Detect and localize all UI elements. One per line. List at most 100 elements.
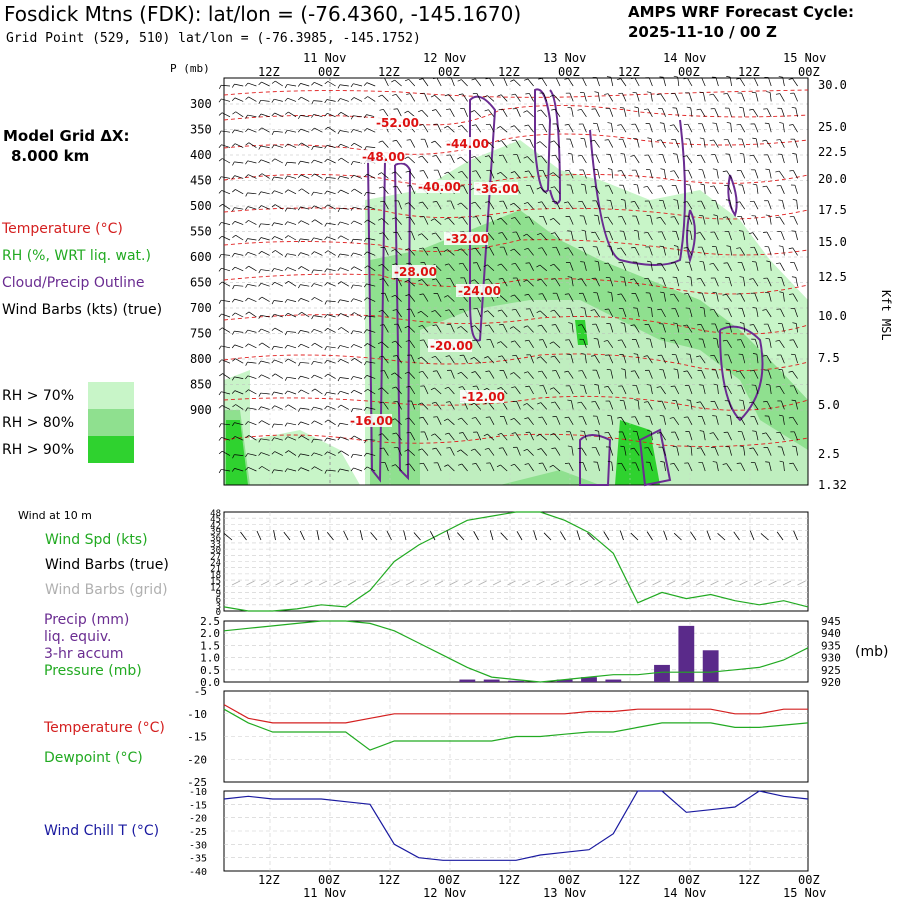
wind-barb (556, 123, 561, 133)
wind-barb-flag (418, 325, 423, 328)
wind-barb-flag (497, 94, 502, 97)
wind-barb (326, 346, 336, 349)
wind-barb-flag (577, 447, 582, 450)
wind-barb (793, 385, 798, 395)
wind-barb (609, 108, 614, 117)
wind-tick-label: 18 (210, 571, 221, 581)
wind-barb (541, 201, 548, 210)
wind-barb-flag (431, 140, 436, 144)
wind-barb-flag (311, 388, 316, 392)
wind-barb (486, 95, 495, 102)
height-tick-label: 15.0 (818, 235, 847, 249)
wind-barb-flag (567, 106, 572, 109)
wind-barb (462, 432, 468, 441)
wind-barb (261, 452, 270, 456)
precip-tick-label: 2.0 (200, 627, 220, 640)
rh-legend-swatch (88, 436, 134, 463)
wind-barb (274, 405, 283, 410)
wind-barb-flag (350, 252, 354, 257)
wind-barb (474, 325, 482, 333)
top-date-label: 12 Nov (423, 51, 466, 65)
wind-barb (596, 416, 600, 425)
wind-barb-flag (590, 185, 595, 188)
wind-barb-flag (775, 385, 780, 388)
wind-barb (597, 462, 600, 472)
wind-barb (448, 94, 455, 102)
wind-barb (540, 448, 548, 456)
wind-barb (714, 154, 719, 164)
wind-barb (366, 283, 376, 287)
wind-barb (768, 462, 772, 472)
wind-barb (753, 155, 759, 164)
wind-barb (313, 452, 323, 456)
wind-barb (339, 175, 349, 179)
wind-barb (740, 293, 746, 302)
wind-barb (382, 186, 389, 195)
wind-barb (235, 189, 244, 195)
wind-barb (339, 422, 349, 426)
wind-barb-flag (656, 432, 662, 434)
wind-barb-flag (377, 172, 382, 175)
wind-barb (474, 402, 482, 410)
wind-barb (326, 190, 336, 195)
bottom-date-label: 11 Nov (303, 886, 346, 900)
wind-barb (516, 277, 521, 287)
temp-label-bg (392, 265, 436, 278)
wind-barb (650, 215, 653, 225)
wind-barb (300, 330, 310, 333)
wind-barb (340, 404, 349, 410)
wind-barb (314, 173, 323, 179)
wind-tick-label: 39 (210, 528, 221, 538)
wind-barb (313, 237, 323, 241)
wind-barb-flag (324, 373, 329, 377)
pressure-tick-label: 925 (821, 664, 841, 677)
temperature-contour-label: -16.00 (350, 414, 393, 428)
wind-barb (221, 299, 231, 302)
wind-barb-flag (404, 325, 409, 329)
wind-barb-flag (298, 284, 301, 289)
wind-barb-flag (594, 91, 599, 93)
wind-barb (687, 247, 693, 256)
wind-barb-flag (258, 360, 262, 365)
cycle-line-1: AMPS WRF Forecast Cycle: (628, 3, 854, 21)
wind-barb-flag (538, 123, 543, 126)
wind-barb-flag (271, 144, 275, 149)
wind-barb-flag (776, 431, 781, 434)
wind-barb (462, 308, 468, 318)
wind-barb (447, 464, 455, 472)
wind-barb (274, 236, 283, 241)
wind-barb (540, 233, 548, 241)
top-hour-label: 12Z (378, 65, 400, 79)
wind-barb (314, 342, 323, 349)
wind-barb (394, 79, 402, 87)
wind-barb-flag (497, 217, 502, 221)
wind-barb-flag (722, 463, 727, 465)
wind-barb-flag (258, 392, 261, 397)
wind-barb-flag (564, 78, 569, 80)
wind-barb-flag (564, 201, 569, 204)
wind-barb (623, 354, 627, 364)
grid-wind-barb (507, 580, 516, 586)
wind-barb-flag (511, 386, 516, 389)
wind-barb (634, 370, 640, 379)
wind-barb-flag (231, 422, 235, 427)
wind-barb-flag (791, 107, 796, 109)
wind-barb-flag (337, 345, 341, 349)
surface-wind-barb (706, 530, 711, 541)
wind-barb (450, 324, 455, 333)
wind-barb-flag (271, 204, 276, 208)
wind-barb (463, 185, 468, 194)
wind-barb-flag (567, 399, 572, 401)
wind-barb-flag (297, 206, 301, 211)
wind-barb (408, 417, 416, 426)
wind-barb (288, 281, 297, 287)
wind-barb-flag (700, 183, 705, 186)
wind-barb (420, 310, 429, 318)
surface-wind-barb (403, 530, 407, 541)
wind-barb (713, 185, 719, 194)
wind-barb-flag (564, 293, 569, 295)
wind-barb-flag (364, 388, 368, 392)
wind-barb-flag (789, 170, 794, 172)
wind-barb (489, 78, 495, 87)
wind-barb (515, 432, 521, 441)
